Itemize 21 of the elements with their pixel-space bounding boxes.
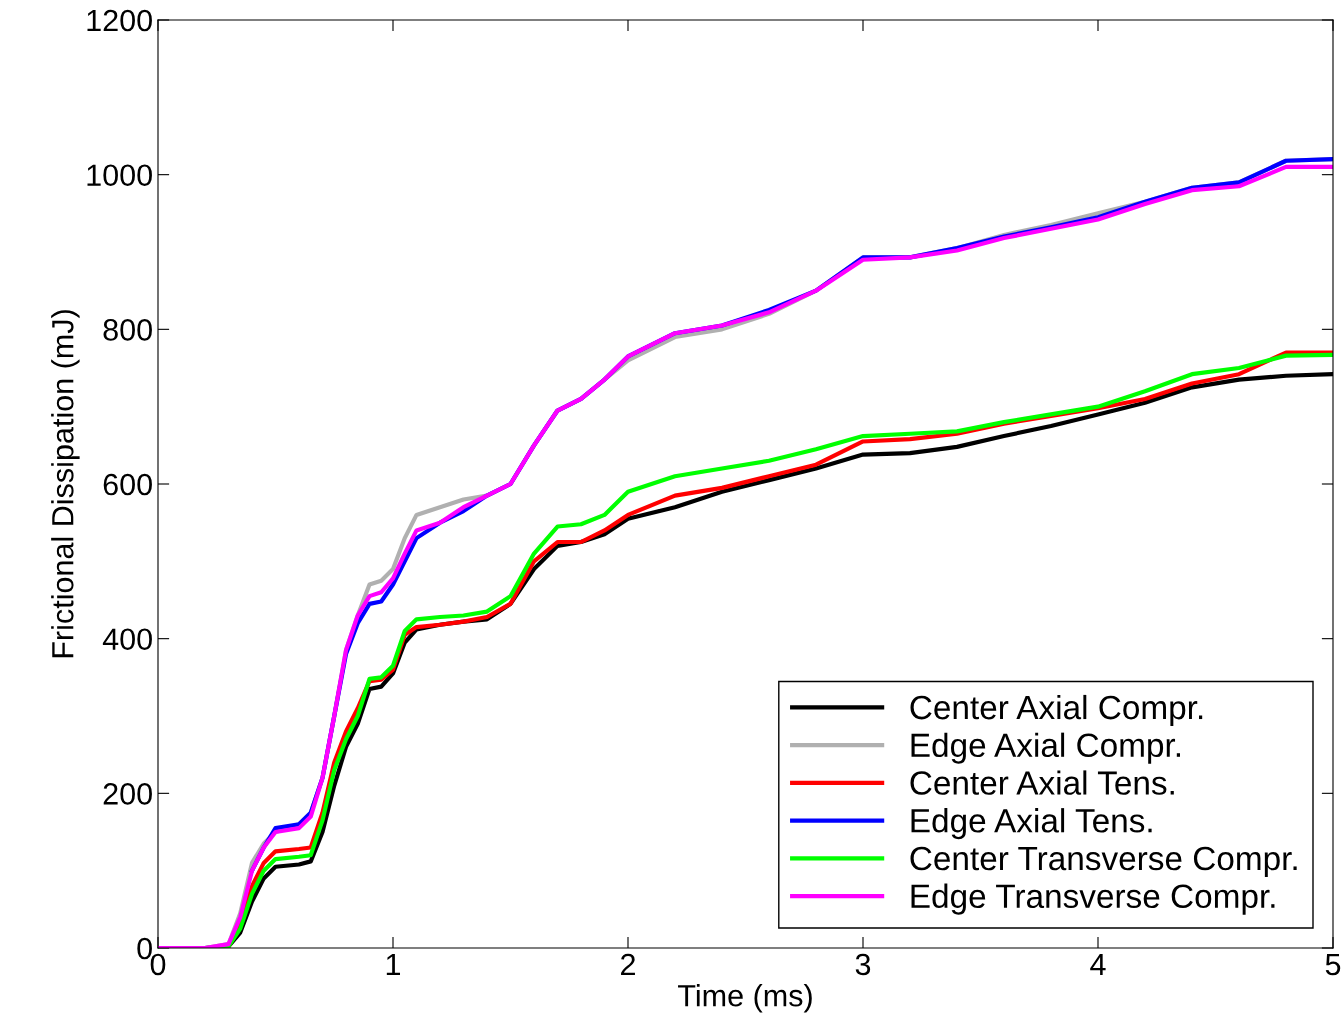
y-axis-title: Frictional Dissipation (mJ) — [51, 310, 80, 658]
x-tick-label: 1 — [386, 953, 401, 975]
y-tick-label: 200 — [103, 783, 152, 805]
legend-label: Center Transverse Compr. — [910, 846, 1297, 877]
x-tick-label: 2 — [621, 953, 635, 975]
x-tick-label: 3 — [855, 953, 871, 976]
y-tick-label: 600 — [103, 473, 152, 496]
y-tick-label: 1000 — [87, 164, 152, 187]
x-axis-title: Time (ms) — [678, 984, 812, 1013]
y-tick-label: 800 — [103, 319, 152, 341]
x-tick-label: 0 — [150, 953, 166, 976]
legend-label: Center Axial Compr. — [910, 694, 1203, 726]
y-tick-label: 0 — [137, 937, 152, 960]
x-tick-label: 5 — [1325, 953, 1341, 976]
y-tick-label: 400 — [102, 628, 152, 651]
y-tick-label: 1200 — [87, 9, 152, 32]
legend-label: Center Axial Tens. — [910, 770, 1174, 795]
x-tick-label: 4 — [1090, 953, 1106, 975]
legend-label: Edge Axial Tens. — [911, 808, 1152, 840]
legend-label: Edge Transverse Compr. — [911, 883, 1275, 915]
legend-label: Edge Axial Compr. — [911, 732, 1180, 764]
